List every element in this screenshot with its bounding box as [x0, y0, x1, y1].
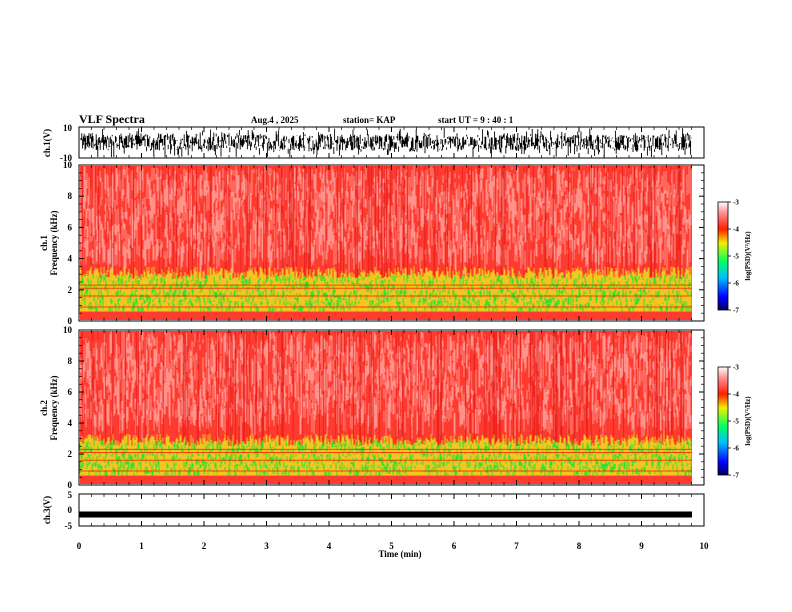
ch2-colorbar-scale	[717, 366, 729, 476]
ch3-waveform-trace	[79, 511, 692, 518]
ch2-spectrogram-yticks: 0 2 4 6 8 10	[63, 325, 704, 490]
ch2-spectrogram-ylabel-frequency: Frequency (kHz)	[49, 375, 59, 440]
ch1-colorbar: -3 -4 -5 -6 -7 log(PSD)(V²/Hz)	[717, 199, 752, 315]
time-axis-label: Time (min)	[378, 549, 421, 559]
freq-tick-label: 4	[68, 418, 73, 428]
time-tick-label: 3	[264, 541, 269, 551]
ch1-spectrogram-ylabel-frequency: Frequency (kHz)	[49, 210, 59, 275]
ch1-colorbar-scale	[717, 201, 729, 311]
freq-tick-label: 2	[68, 449, 73, 459]
freq-tick-label: 6	[68, 222, 73, 232]
ch1-ytick-bottom: -10	[60, 153, 72, 163]
ch2-colorbar-label: log(PSD)(V²/Hz)	[744, 396, 752, 446]
ch2-colorbar-ticks: -3 -4 -5 -6 -7	[728, 364, 739, 480]
freq-tick-label: 6	[68, 387, 73, 397]
freq-tick-label: 8	[68, 191, 73, 201]
time-tick-label: 4	[327, 541, 332, 551]
colorbar-tick-label: -7	[733, 472, 739, 480]
spec-bottom-strip	[80, 311, 692, 320]
header-date: Aug.4 , 2025	[251, 115, 299, 125]
ch2-colorbar: -3 -4 -5 -6 -7 log(PSD)(V²/Hz)	[717, 364, 752, 480]
time-tick-label: 10	[700, 541, 710, 551]
freq-tick-label: 10	[63, 160, 73, 170]
ch1-spectrogram-panel: 0 2 4 6 8 10 ch.1 Frequency (kHz)	[39, 160, 705, 326]
freq-tick-label: 10	[63, 325, 73, 335]
ch3-waveform-frame	[78, 493, 705, 527]
ch1-colorbar-ticks: -3 -4 -5 -6 -7	[728, 199, 739, 315]
spec-sferic-streaks	[82, 166, 681, 319]
time-tick-label: 2	[202, 541, 207, 551]
colorbar-tick-label: -6	[733, 280, 739, 288]
colorbar-tick-label: -6	[733, 445, 739, 453]
colorbar-tick-label: -4	[733, 391, 739, 399]
spec-empty-region	[692, 166, 703, 320]
freq-tick-label: 0	[68, 480, 73, 490]
time-tick-label: 0	[77, 541, 82, 551]
colorbar-tick-label: -3	[733, 364, 739, 372]
ch1-waveform-ylabel: ch.1(V)	[42, 129, 52, 157]
spec-green-emissions	[79, 274, 692, 316]
ch1-ytick-top: 10	[63, 123, 73, 133]
spec-green-emissions	[79, 440, 692, 480]
ch2-spectrogram-panel: 0 2 4 6 8 10 ch.2 Frequency (kHz)	[39, 325, 705, 490]
ch1-colorbar-label: log(PSD)(V²/Hz)	[744, 231, 752, 281]
time-tick-label: 5	[389, 541, 394, 551]
time-tick-label: 9	[639, 541, 644, 551]
ch1-waveform-trace	[80, 127, 692, 158]
ch1-spectrogram-image	[79, 166, 703, 320]
colorbar-tick-label: -4	[733, 226, 739, 234]
figure-title: VLF Spectra	[79, 112, 145, 126]
colorbar-tick-label: -7	[733, 307, 739, 315]
ch2-spectrogram-image	[79, 331, 703, 484]
time-axis-ticks: 0 1 2 3 4 5 6 7 8 9 10	[77, 127, 709, 551]
ch3-waveform-ylabel: ch.3(V)	[42, 496, 52, 524]
time-tick-label: 1	[139, 541, 144, 551]
time-tick-label: 7	[514, 541, 519, 551]
ch3-ytick-minus5: -5	[65, 521, 73, 531]
colorbar-tick-label: -5	[733, 253, 739, 261]
ch1-waveform-panel: 10 -10 ch.1(V)	[42, 123, 705, 163]
ch1-waveform-path	[80, 127, 692, 158]
freq-tick-label: 4	[68, 254, 73, 264]
spec-bottom-strip	[80, 475, 692, 484]
ch3-ytick-5: 5	[68, 490, 73, 500]
ch2-spectrogram-ylabel-channel: ch.2	[39, 400, 49, 416]
spec-empty-region	[692, 331, 703, 484]
ch3-waveform-panel: 5 0 -5 ch.3(V)	[42, 490, 705, 531]
header-station: station= KAP	[343, 115, 396, 125]
time-tick-label: 6	[452, 541, 457, 551]
colorbar-tick-label: -3	[733, 199, 739, 207]
header-start-time: start UT = 9 : 40 : 1	[438, 115, 514, 125]
ch1-spectrogram-ylabel-channel: ch.1	[39, 235, 49, 251]
ch3-ytick-0: 0	[68, 505, 73, 515]
freq-tick-label: 0	[68, 316, 73, 326]
freq-tick-label: 8	[68, 356, 73, 366]
colorbar-tick-label: -5	[733, 418, 739, 426]
time-tick-label: 8	[577, 541, 582, 551]
spec-sferic-streaks	[81, 331, 684, 483]
ch1-spectrogram-yticks: 0 2 4 6 8 10	[63, 160, 704, 326]
freq-tick-label: 2	[68, 285, 73, 295]
